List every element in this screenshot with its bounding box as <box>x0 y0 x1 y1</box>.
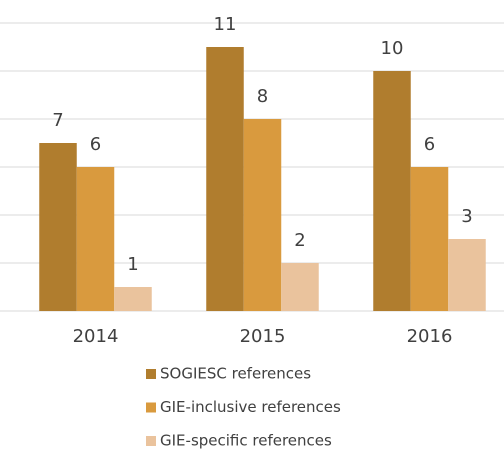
bar <box>76 167 115 311</box>
value-label: 8 <box>257 86 268 107</box>
value-label: 11 <box>214 14 237 35</box>
bar <box>243 119 282 311</box>
legend-label: GIE-specific references <box>160 432 332 450</box>
legend-swatch <box>146 436 156 446</box>
value-label: 6 <box>424 134 435 155</box>
value-label: 3 <box>461 206 472 227</box>
x-tick-label: 2016 <box>407 326 453 347</box>
bar <box>373 71 411 311</box>
bar <box>281 263 319 311</box>
legend-swatch <box>146 402 156 413</box>
x-tick-label: 2015 <box>240 326 286 347</box>
value-label: 10 <box>381 38 404 59</box>
bar <box>410 167 449 311</box>
value-label: 7 <box>52 110 63 131</box>
legend-label: GIE-inclusive references <box>160 398 341 416</box>
bar <box>448 239 486 311</box>
x-tick-label: 2014 <box>73 326 119 347</box>
legend-swatch <box>146 369 156 379</box>
value-label: 1 <box>127 254 138 275</box>
bar <box>206 47 244 311</box>
bar <box>39 143 77 311</box>
bar <box>114 287 152 311</box>
value-label: 6 <box>90 134 101 155</box>
value-label: 2 <box>294 230 305 251</box>
legend-label: SOGIESC references <box>160 365 311 383</box>
